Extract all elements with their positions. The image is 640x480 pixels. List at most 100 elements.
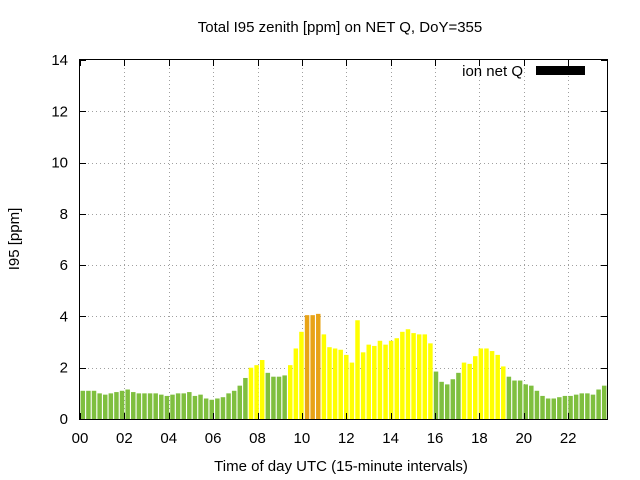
- bar: [299, 331, 304, 419]
- bar: [119, 390, 125, 419]
- bar: [97, 393, 102, 419]
- bar: [411, 333, 416, 419]
- bar: [540, 395, 545, 419]
- x-tick-label: 10: [294, 430, 311, 447]
- y-tick-label: 8: [60, 206, 68, 223]
- legend-label: ion net Q: [462, 63, 523, 80]
- x-tick-label: 20: [515, 430, 532, 447]
- y-axis-label: I95 [ppm]: [6, 208, 23, 271]
- bar: [568, 395, 573, 419]
- bar: [478, 348, 484, 419]
- x-tick-label: 02: [116, 430, 133, 447]
- grid-lines: [80, 60, 607, 419]
- bar: [215, 398, 220, 419]
- bar: [444, 384, 450, 419]
- bar: [467, 363, 472, 419]
- bar: [142, 393, 147, 419]
- bar: [80, 390, 86, 419]
- y-tick-label: 10: [51, 155, 68, 172]
- x-tick-label: 06: [205, 430, 222, 447]
- bar: [153, 393, 158, 419]
- bar: [164, 395, 170, 419]
- bar: [349, 362, 355, 419]
- bar: [517, 380, 523, 419]
- x-tick-label: 12: [338, 430, 355, 447]
- bar: [529, 385, 534, 419]
- bar: [237, 385, 243, 419]
- bar: [551, 398, 556, 419]
- bar: [254, 365, 259, 419]
- bar: [596, 389, 601, 419]
- bar: [366, 344, 371, 419]
- bar: [428, 343, 433, 419]
- chart-title: Total I95 zenith [ppm] on NET Q, DoY=355: [198, 19, 482, 36]
- bar: [304, 315, 310, 419]
- bar: [332, 348, 338, 419]
- bar: [360, 352, 366, 419]
- bar: [355, 320, 360, 419]
- bar: [388, 340, 394, 419]
- bar: [310, 315, 315, 419]
- bar: [136, 393, 142, 419]
- bar: [159, 394, 164, 419]
- bar: [512, 380, 517, 419]
- bar: [91, 390, 97, 419]
- bar: [579, 393, 585, 419]
- bar: [125, 389, 130, 419]
- x-axis-label: Time of day UTC (15-minute intervals): [214, 458, 468, 475]
- bar: [321, 334, 327, 419]
- bar: [276, 376, 282, 419]
- y-tick-labels: 0 2 4 6 8 10 12 14: [51, 52, 68, 428]
- x-tick-label: 04: [160, 430, 177, 447]
- y-tick-label: 12: [51, 103, 68, 120]
- y-tick-label: 2: [60, 360, 68, 377]
- bar: [473, 356, 478, 419]
- axis-ticks: [80, 60, 607, 420]
- x-tick-labels: 00 02 04 06 08 10 12 14 16 18 20 22: [72, 430, 577, 447]
- x-tick-label: 00: [72, 430, 89, 447]
- bar: [439, 381, 444, 419]
- x-tick-label: 18: [471, 430, 488, 447]
- bar: [562, 395, 568, 419]
- bar: [259, 360, 265, 419]
- bar: [601, 385, 607, 419]
- bar: [293, 348, 299, 419]
- y-tick-label: 14: [51, 52, 68, 69]
- bar: [344, 354, 349, 419]
- bar: [248, 367, 254, 419]
- y-tick-label: 0: [60, 411, 68, 428]
- legend-swatch: [536, 66, 585, 75]
- bar: [501, 366, 506, 419]
- bar: [456, 372, 461, 419]
- bar: [377, 340, 383, 419]
- bar: [573, 394, 579, 419]
- bar: [192, 395, 198, 419]
- bar: [170, 394, 175, 419]
- bar: [450, 379, 456, 419]
- bar: [316, 313, 321, 419]
- bar: [226, 393, 231, 419]
- bar: [383, 344, 388, 419]
- bar: [147, 393, 153, 419]
- bar: [372, 345, 377, 419]
- bar: [545, 398, 551, 419]
- bar: [489, 351, 495, 419]
- x-tick-label: 16: [427, 430, 444, 447]
- bar: [338, 349, 343, 419]
- bar: [187, 392, 192, 419]
- bar: [557, 397, 562, 419]
- bar: [282, 375, 287, 419]
- bar: [86, 390, 91, 419]
- bar: [131, 392, 136, 419]
- bar: [506, 376, 512, 419]
- bar: [265, 372, 271, 419]
- bar: [405, 329, 411, 419]
- bar: [108, 393, 114, 419]
- x-tick-label: 22: [560, 430, 577, 447]
- legend: ion net Q: [462, 63, 585, 80]
- bar: [416, 334, 422, 419]
- bar: [461, 362, 467, 419]
- bar: [203, 398, 209, 419]
- bar: [181, 393, 186, 419]
- x-tick-label: 08: [249, 430, 266, 447]
